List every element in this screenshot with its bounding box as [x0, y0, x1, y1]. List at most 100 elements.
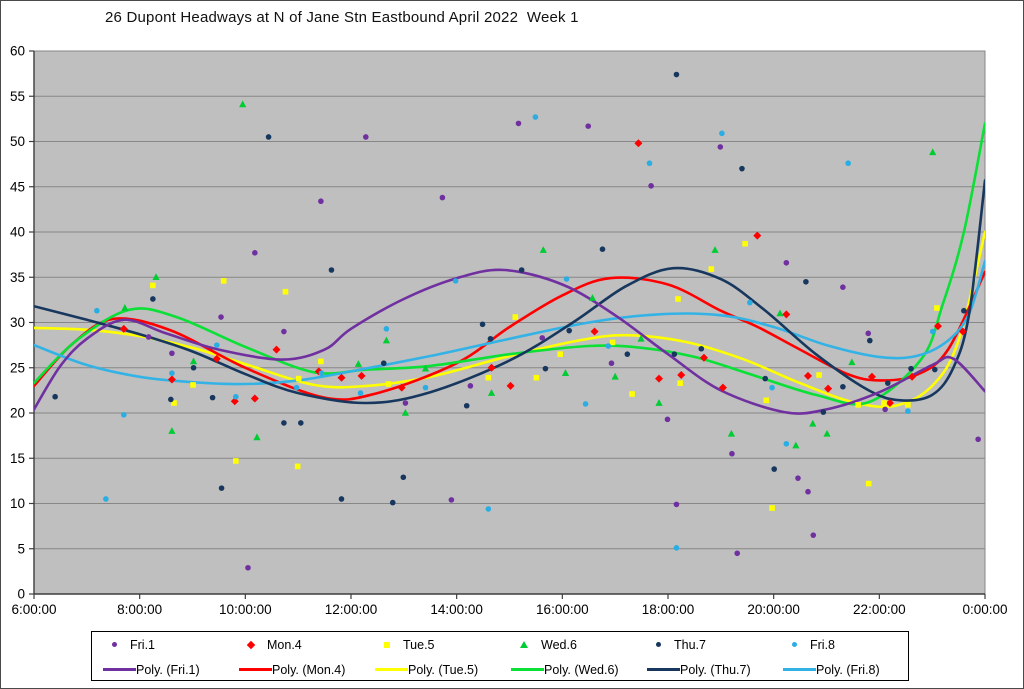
chart-title: 26 Dupont Headways at N of Jane Stn East…: [105, 9, 579, 26]
point-thu-7: [150, 296, 156, 302]
point-fri-8: [103, 496, 109, 502]
point-fri-8: [582, 401, 589, 407]
point-mon-4: [634, 139, 643, 148]
point-thu-7: [566, 327, 573, 334]
y-axis-tick-label: 5: [17, 541, 25, 556]
point-fri-1: [539, 335, 546, 341]
point-fri-1: [585, 123, 592, 129]
x-axis-tick-label: 20:00:00: [747, 602, 800, 617]
circle-marker-icon: [792, 642, 797, 647]
point-fri-1: [734, 550, 741, 557]
y-axis-tick-label: 30: [10, 315, 25, 330]
y-axis-tick-label: 10: [10, 496, 25, 511]
y-axis-tick-label: 35: [10, 270, 25, 285]
point-mon-4: [718, 383, 727, 392]
point-fri-8: [719, 130, 725, 137]
point-fri-1: [608, 360, 615, 367]
point-fri-1: [664, 416, 671, 423]
point-thu-7: [698, 345, 705, 352]
point-tue-5: [533, 374, 540, 381]
legend-item-mon-4: Mon.4: [228, 632, 364, 657]
point-fri-8: [293, 384, 300, 391]
point-thu-7: [338, 496, 345, 502]
point-fri-1: [318, 198, 324, 205]
x-axis-tick-label: 0:00:00: [962, 602, 1007, 617]
point-thu-7: [479, 321, 486, 328]
legend-item-poly-wed-6: Poly. (Wed.6): [500, 657, 636, 682]
point-mon-4: [272, 345, 281, 354]
point-fri-8: [485, 506, 492, 512]
point-fri-8: [94, 307, 100, 314]
point-fri-1: [648, 183, 654, 189]
point-fri-1: [281, 328, 287, 335]
point-fri-8: [383, 326, 390, 332]
point-wed-6: [611, 372, 619, 380]
point-wed-6: [809, 419, 817, 427]
point-fri-8: [605, 343, 612, 349]
legend-item-poly-thu-7: Poly. (Thu.7): [636, 657, 772, 682]
point-wed-6: [152, 273, 160, 281]
point-fri-1: [252, 250, 258, 256]
point-wed-6: [711, 246, 719, 253]
point-fri-8: [357, 390, 364, 396]
legend-item-fri-8: Fri.8: [772, 632, 908, 657]
x-axis-tick-label: 14:00:00: [430, 602, 483, 617]
point-thu-7: [518, 267, 525, 273]
trendline-fri-1: [34, 268, 985, 415]
point-fri-1: [362, 134, 369, 140]
x-axis-tick-label: 10:00:00: [219, 602, 272, 617]
point-thu-7: [298, 420, 304, 426]
point-mon-4: [397, 383, 406, 392]
point-fri-8: [845, 160, 851, 167]
point-thu-7: [820, 409, 827, 415]
point-wed-6: [421, 364, 430, 372]
y-axis-tick-label: 25: [10, 360, 25, 375]
point-thu-7: [599, 246, 606, 252]
point-mon-4: [250, 394, 259, 403]
point-thu-7: [168, 396, 174, 403]
trendline-swatch-icon: [783, 668, 816, 671]
point-mon-4: [699, 353, 708, 362]
point-fri-1: [729, 450, 735, 457]
point-tue-5: [905, 402, 911, 408]
point-fri-8: [929, 328, 936, 335]
point-fri-1: [783, 259, 790, 266]
legend-item-tue-5: Tue.5: [364, 632, 500, 657]
point-fri-1: [810, 532, 817, 538]
point-thu-7: [209, 394, 216, 401]
legend-series-label: Tue.5: [403, 637, 435, 652]
legend-item-poly-fri-1: Poly. (Fri.1): [92, 657, 228, 682]
point-tue-5: [190, 382, 196, 388]
point-tue-5: [881, 400, 887, 406]
point-fri-1: [805, 488, 811, 495]
point-mon-4: [782, 310, 791, 319]
point-wed-6: [637, 334, 645, 342]
point-wed-6: [588, 294, 597, 301]
point-mon-4: [167, 375, 176, 384]
point-fri-8: [121, 412, 127, 418]
x-axis-tick-label: 18:00:00: [642, 602, 695, 617]
y-axis-tick-label: 15: [10, 451, 25, 466]
point-fri-1: [145, 334, 152, 340]
point-mon-4: [590, 327, 599, 336]
legend-item-poly-mon-4: Poly. (Mon.4): [228, 657, 364, 682]
point-thu-7: [190, 364, 197, 371]
point-thu-7: [961, 307, 967, 314]
point-wed-6: [561, 369, 570, 376]
point-thu-7: [671, 351, 678, 357]
trendline-swatch-icon: [103, 668, 136, 671]
point-tue-5: [708, 266, 715, 272]
point-fri-1: [717, 144, 724, 150]
legend-item-thu-7: Thu.7: [636, 632, 772, 657]
point-thu-7: [771, 466, 777, 472]
point-fri-8: [318, 370, 325, 376]
legend: Fri.1 Mon.4 Tue.5 Wed.6 Thu.7 Fri.8 Poly. (Fri…: [91, 631, 909, 681]
y-axis-tick-label: 0: [17, 587, 25, 602]
point-mon-4: [119, 324, 128, 333]
point-thu-7: [400, 474, 407, 481]
legend-trendline-label: Poly. (Fri.8): [816, 662, 880, 677]
point-tue-5: [294, 463, 301, 470]
point-thu-7: [884, 380, 891, 386]
